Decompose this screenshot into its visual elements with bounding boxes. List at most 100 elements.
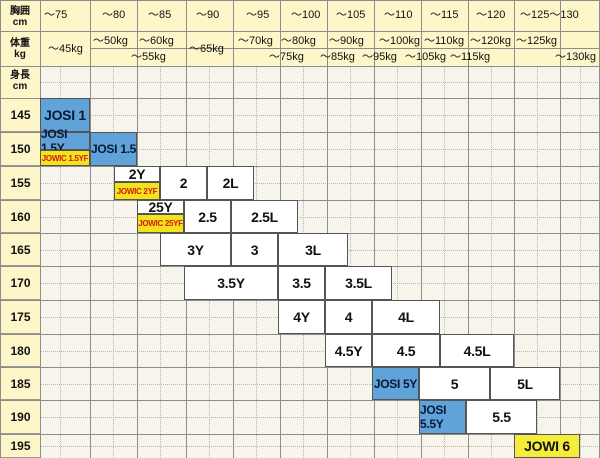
size-cell: 3Y <box>160 233 231 266</box>
chest-value: 〜125〜130 <box>520 9 579 21</box>
grid-line-horizontal <box>0 400 600 401</box>
weight-value: 〜70kg <box>238 35 273 47</box>
weight-value: 〜80kg <box>281 35 316 47</box>
grid-dotted-horizontal <box>40 384 600 385</box>
weight-value: 〜115kg <box>450 51 491 63</box>
grid-dotted-vertical <box>580 66 581 458</box>
size-cell: 2.5 <box>184 200 231 233</box>
height-label: 身長 cm <box>10 70 30 92</box>
size-cell-subtype: JOWIC 2YF <box>114 182 160 200</box>
weight-value: 〜45kg <box>48 43 83 55</box>
grid-dotted-vertical <box>444 66 445 458</box>
weight-value: 〜110kg <box>424 35 465 47</box>
grid-line-vertical <box>421 0 422 458</box>
grid-line-horizontal <box>0 132 600 133</box>
grid-line-vertical <box>560 0 561 458</box>
height-row-label: 145 <box>1 99 40 132</box>
grid-dotted-vertical <box>397 66 398 458</box>
size-cell: 3.5L <box>325 266 392 300</box>
height-row-label: 185 <box>1 368 40 400</box>
chest-value: 〜105 <box>336 9 366 21</box>
grid-dotted-horizontal <box>40 351 600 352</box>
size-cell: JOSI 5.5Y <box>419 400 466 434</box>
grid-dotted-horizontal <box>40 149 600 150</box>
height-row-label: 175 <box>1 301 40 334</box>
grid-dotted-horizontal <box>40 446 600 447</box>
grid-line-horizontal <box>0 31 600 32</box>
size-cell: JOWI 6 <box>514 434 580 458</box>
weight-value: 〜55kg <box>131 51 166 63</box>
grid-dotted-horizontal <box>40 183 600 184</box>
size-cell: JOSI 1 <box>40 98 90 132</box>
weight-value: 〜130kg <box>555 51 596 63</box>
weight-value: 〜105kg <box>405 51 446 63</box>
header-background <box>0 0 600 66</box>
chest-value: 〜120 <box>476 9 506 21</box>
grid-line-horizontal <box>0 66 600 67</box>
chest-value: 〜80 <box>102 9 126 21</box>
height-row-label: 170 <box>1 267 40 300</box>
grid-dotted-horizontal <box>40 115 600 116</box>
height-row-label: 150 <box>1 133 40 166</box>
size-cell: 4L <box>372 300 440 334</box>
grid-dotted-vertical <box>537 66 538 458</box>
grid-line-horizontal <box>0 334 600 335</box>
grid-dotted-horizontal <box>40 217 600 218</box>
grid-line-horizontal <box>0 434 600 435</box>
weight-value: 〜65kg <box>189 43 224 55</box>
size-cell: 2Y <box>114 166 160 182</box>
grid-line-horizontal <box>0 0 600 1</box>
size-cell: 4.5 <box>372 334 440 367</box>
weight-value: 〜125kg <box>516 35 557 47</box>
chest-value: 〜75 <box>44 9 68 21</box>
weight-value: 〜120kg <box>470 35 511 47</box>
chest-value: 〜95 <box>246 9 270 21</box>
size-cell: 4.5L <box>440 334 514 367</box>
size-cell-subtype: JOWIC 1.5YF <box>40 150 90 166</box>
chest-value: 〜90 <box>196 9 220 21</box>
weight-value: 〜75kg <box>269 51 304 63</box>
size-cell: 3.5Y <box>184 266 278 300</box>
size-cell: 2 <box>160 166 207 200</box>
grid-line-horizontal <box>0 367 600 368</box>
grid-line-horizontal <box>0 98 600 99</box>
grid-line-vertical <box>327 0 328 458</box>
size-cell-subtype: JOWIC 25YF <box>137 214 184 233</box>
chest-value: 〜115 <box>430 9 459 21</box>
size-cell: 5L <box>490 367 560 400</box>
height-row-label: 155 <box>1 167 40 200</box>
size-cell: JOSI 1.5 <box>90 132 137 166</box>
size-cell: 4.5Y <box>325 334 372 367</box>
grid-line-horizontal <box>90 48 600 49</box>
grid-line-vertical <box>374 0 375 458</box>
weight-value: 〜95kg <box>362 51 397 63</box>
size-cell: 2L <box>207 166 254 200</box>
grid-dotted-vertical <box>60 66 61 458</box>
grid-dotted-vertical <box>113 66 114 458</box>
chest-value: 〜85 <box>148 9 172 21</box>
size-cell: 25Y <box>137 199 184 215</box>
size-cell: 5 <box>419 367 490 400</box>
size-cell: 3 <box>231 233 278 266</box>
size-cell: JOSI 1.5Y <box>40 127 90 155</box>
size-cell: 5.5 <box>466 400 537 434</box>
weight-value: 〜100kg <box>379 35 420 47</box>
height-row-label: 160 <box>1 201 40 233</box>
grid-line-vertical <box>514 0 515 458</box>
weight-value: 〜90kg <box>329 35 364 47</box>
size-cell: 4Y <box>278 300 325 334</box>
size-cell: 3.5 <box>278 266 325 300</box>
weight-value: 〜85kg <box>320 51 355 63</box>
size-cell: 4 <box>325 300 372 334</box>
grid-line-vertical <box>40 0 41 458</box>
size-cell: 2.5L <box>231 200 298 233</box>
height-row-label: 165 <box>1 234 40 266</box>
weight-value: 〜50kg <box>93 35 128 47</box>
chest-value: 〜110 <box>384 9 413 21</box>
weight-value: 〜60kg <box>139 35 174 47</box>
grid-dotted-vertical <box>491 66 492 458</box>
size-cell: JOSI 5Y <box>372 367 419 400</box>
weight-label: 体重 kg <box>10 38 30 60</box>
chest-value: 〜100 <box>291 9 321 21</box>
